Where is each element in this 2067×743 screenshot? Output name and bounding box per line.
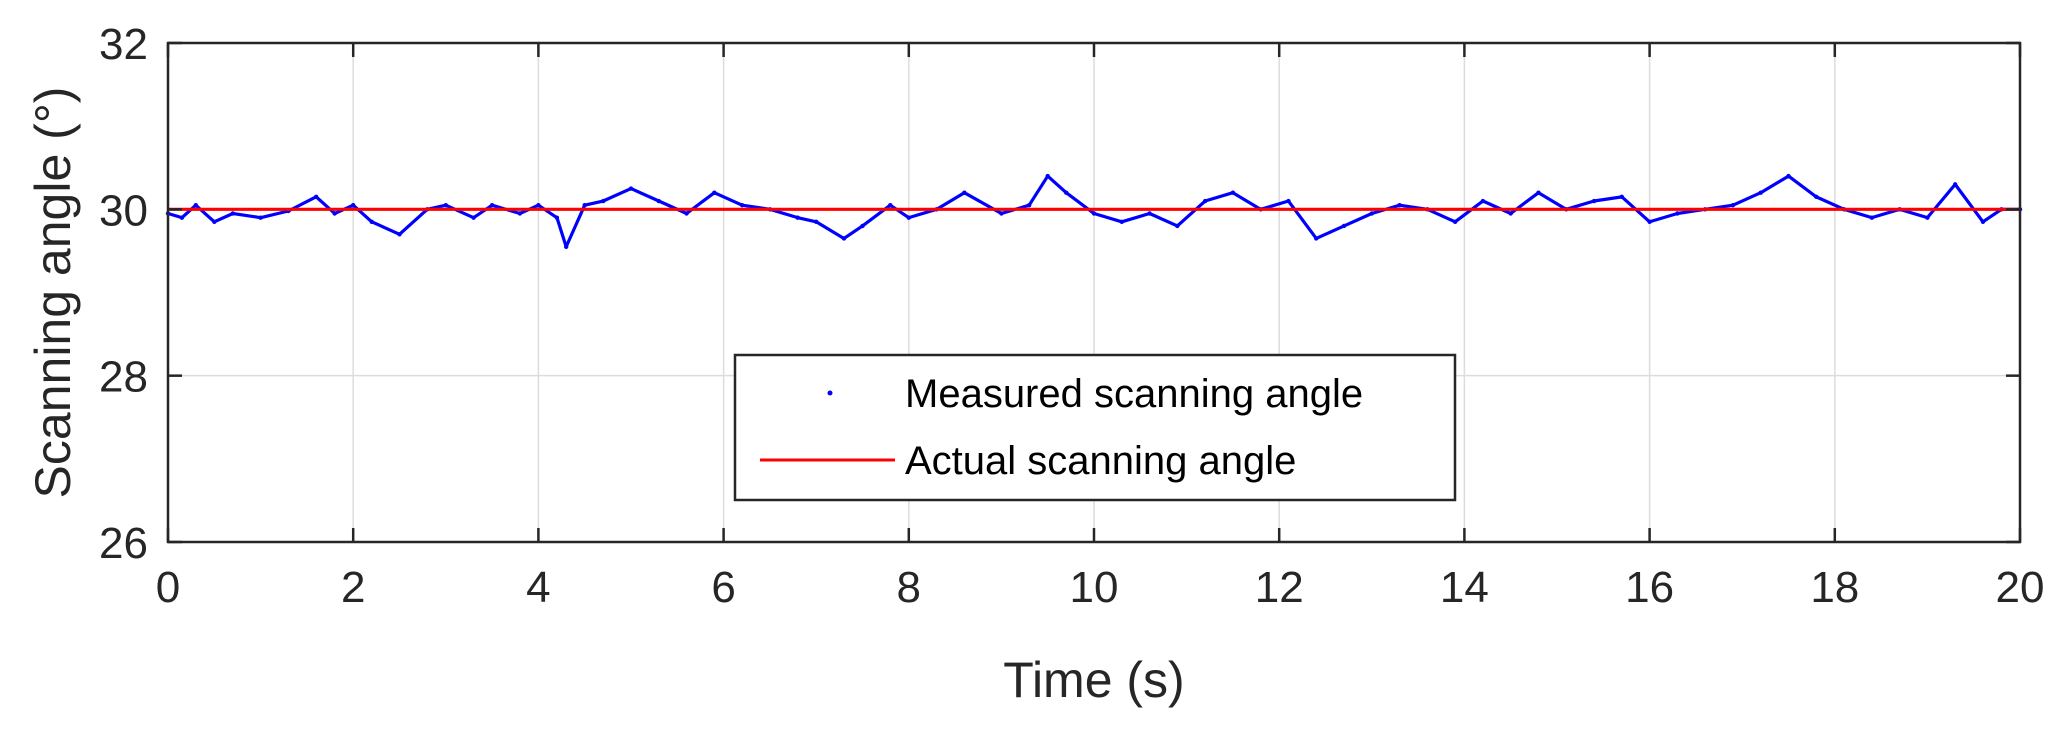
measured-point [1026, 202, 1032, 208]
measured-point [1675, 211, 1680, 216]
x-tick-label: 2 [341, 563, 365, 612]
x-tick-label: 20 [1996, 563, 2045, 612]
measured-point [1591, 198, 1597, 204]
measured-point [1619, 194, 1625, 200]
measured-point [1091, 211, 1097, 216]
x-tick-label: 18 [1810, 563, 1859, 612]
measured-point [536, 202, 541, 208]
measured-point [684, 211, 689, 216]
measured-point [1341, 223, 1347, 229]
measured-point [1230, 190, 1236, 195]
measured-point [554, 215, 560, 220]
measured-point [1814, 194, 1819, 200]
x-tick-label: 16 [1625, 563, 1674, 612]
measured-point [369, 219, 374, 225]
measured-point [489, 202, 495, 208]
measured-point [795, 215, 800, 220]
y-axis-label: Scanning angle (°) [25, 87, 81, 499]
legend-label-measured: Measured scanning angle [905, 372, 1363, 416]
y-tick-label: 26 [99, 519, 148, 568]
x-tick-label: 0 [156, 563, 180, 612]
measured-point [962, 190, 967, 195]
measured-point [739, 202, 745, 208]
measured-point [332, 211, 337, 216]
measured-point [193, 202, 198, 208]
x-tick-label: 4 [526, 563, 550, 612]
measured-point [1869, 215, 1875, 220]
y-tick-label: 32 [99, 20, 148, 69]
measured-point [1536, 190, 1541, 195]
measured-point [1925, 215, 1930, 220]
measured-point [313, 194, 319, 200]
x-tick-label: 12 [1255, 563, 1304, 612]
measured-point [258, 215, 263, 220]
measured-point [656, 198, 661, 204]
x-tick-label: 8 [897, 563, 921, 612]
measured-point [1045, 173, 1050, 179]
measured-point [212, 219, 217, 225]
measured-point [712, 190, 717, 195]
measured-point [1786, 173, 1791, 179]
measured-point [888, 202, 893, 208]
measured-point [1730, 202, 1736, 208]
measured-point [1202, 198, 1208, 204]
measured-point [814, 219, 819, 225]
measured-point [906, 215, 911, 220]
measured-point [860, 223, 865, 229]
legend-label-actual: Actual scanning angle [905, 439, 1296, 483]
measured-point [1397, 202, 1402, 208]
measured-point [1369, 211, 1375, 216]
measured-point [1175, 223, 1180, 229]
measured-point [1647, 219, 1652, 225]
measured-point [351, 202, 356, 208]
plot-series [165, 173, 2023, 249]
legend-box [733, 353, 1457, 502]
measured-point [1314, 236, 1319, 241]
measured-point [582, 202, 587, 208]
measured-point [1147, 211, 1152, 216]
y-tick-label: 30 [99, 186, 148, 235]
measured-point [1452, 219, 1458, 225]
x-tick-label: 6 [711, 563, 735, 612]
measured-point [628, 186, 634, 191]
measured-point [443, 202, 448, 208]
x-tick-label: 14 [1440, 563, 1489, 612]
measured-point [1119, 219, 1124, 225]
x-axis-label: Time (s) [1003, 652, 1184, 708]
measured-point [1758, 190, 1763, 195]
measured-point [1064, 190, 1069, 195]
x-tick-label: 10 [1070, 563, 1119, 612]
measured-point [471, 215, 476, 220]
measured-point [230, 211, 236, 216]
measured-point [179, 215, 185, 220]
measured-point [999, 211, 1004, 216]
y-tick-label: 28 [99, 353, 148, 402]
measured-point [841, 236, 847, 241]
measured-point [563, 244, 569, 249]
measured-point [517, 211, 523, 216]
measured-point [601, 198, 606, 204]
measured-point [1286, 198, 1291, 204]
legend: Measured scanning angle Actual scanning … [733, 353, 1457, 502]
measured-point [1508, 211, 1513, 216]
measured-point [1980, 219, 1986, 225]
measured-point [397, 232, 402, 237]
legend-marker-measured [827, 390, 833, 396]
measured-point [1480, 198, 1486, 204]
measured-point [1952, 182, 1958, 187]
axis-ticks: 0 2 4 6 8 10 12 14 16 18 20 26 28 30 32 [99, 20, 2044, 612]
